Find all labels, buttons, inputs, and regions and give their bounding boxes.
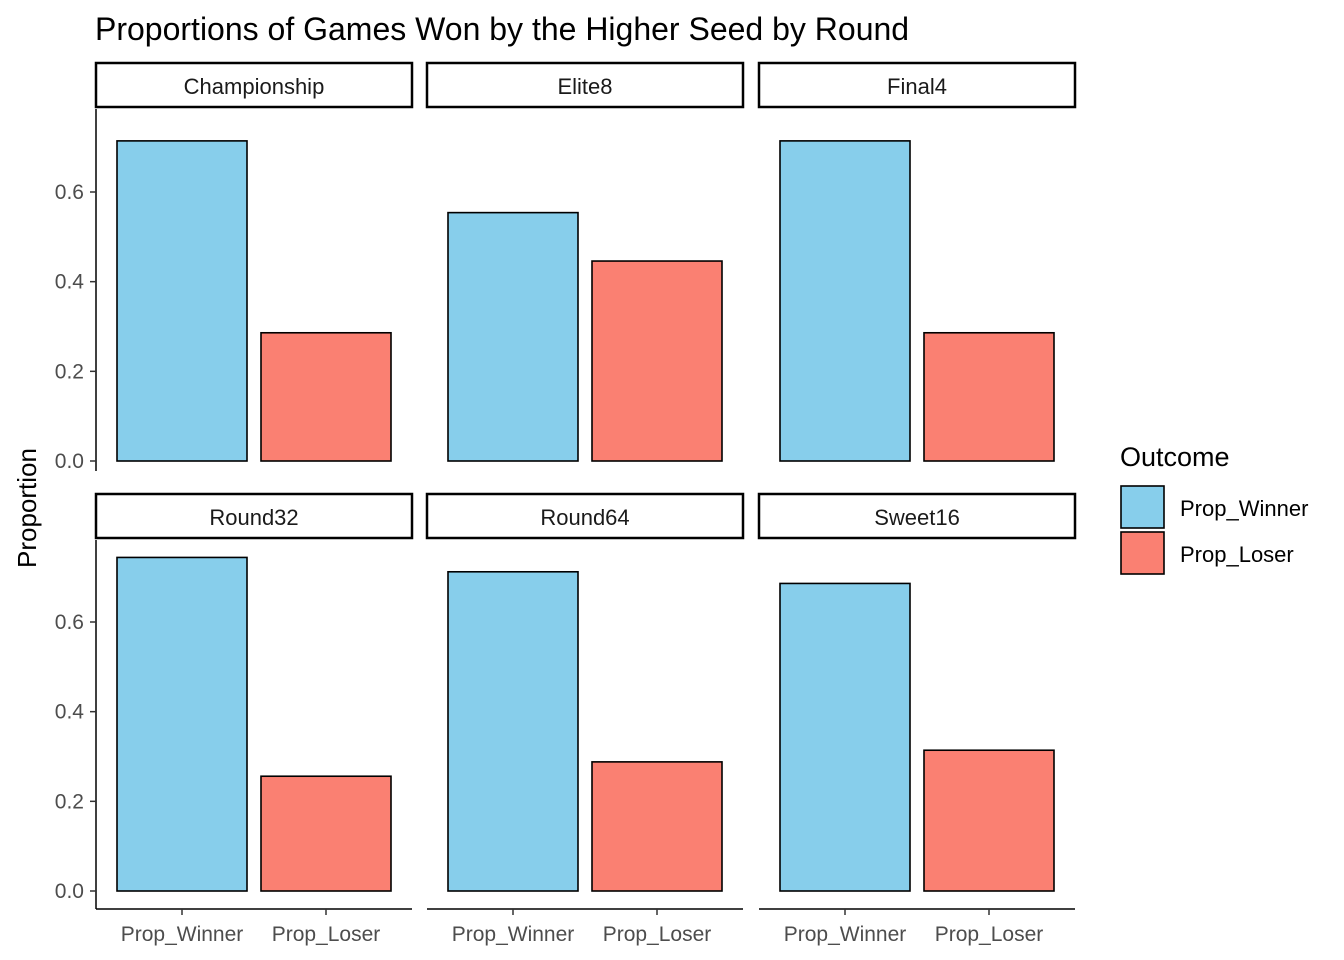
legend-label: Prop_Winner bbox=[1180, 496, 1308, 521]
y-tick-label: 0.2 bbox=[55, 790, 84, 813]
facet-strip bbox=[94, 61, 414, 109]
facet-panel-round32: Round32 0.0 0.2 0.4 0.6 Prop_Winner Prop_Loser bbox=[55, 492, 414, 946]
x-tick-label: Prop_Loser bbox=[603, 923, 712, 946]
y-tick-label: 0.0 bbox=[55, 450, 84, 473]
bar-prop-loser bbox=[923, 331, 1055, 462]
facet-strip-label: Championship bbox=[184, 74, 325, 99]
x-tick-label: Prop_Loser bbox=[272, 923, 381, 946]
facet-strip-label: Round32 bbox=[209, 505, 298, 530]
bar-prop-winner bbox=[116, 140, 248, 462]
bar-prop-winner bbox=[447, 570, 579, 892]
bar-prop-winner bbox=[447, 211, 579, 462]
facet-panel-final4: Final4 bbox=[757, 61, 1077, 462]
bar-prop-winner bbox=[779, 140, 911, 462]
facet-strip-label: Elite8 bbox=[557, 74, 612, 99]
facet-panel-championship: Championship 0.0 0.2 0.4 0.6 bbox=[55, 61, 414, 473]
y-tick-label: 0.4 bbox=[55, 701, 85, 724]
y-tick-label: 0.4 bbox=[55, 271, 85, 294]
x-tick-label: Prop_Loser bbox=[935, 923, 1044, 946]
facet-strip bbox=[425, 492, 745, 540]
y-tick-label: 0.0 bbox=[55, 880, 84, 903]
legend-key-prop-winner bbox=[1120, 485, 1165, 529]
facet-strip bbox=[425, 61, 745, 109]
y-axis-title: Proportion bbox=[12, 448, 42, 568]
facet-strip-label: Round64 bbox=[540, 505, 629, 530]
facet-strip bbox=[757, 492, 1077, 540]
legend: Outcome Prop_Winner Prop_Loser bbox=[1120, 442, 1308, 575]
facet-strip bbox=[757, 61, 1077, 109]
legend-key-prop-loser bbox=[1120, 531, 1165, 575]
x-tick-label: Prop_Winner bbox=[784, 923, 907, 946]
facet-strip bbox=[94, 492, 414, 540]
bar-prop-loser bbox=[260, 775, 392, 892]
bar-prop-loser bbox=[923, 749, 1055, 892]
bar-prop-loser bbox=[260, 331, 392, 462]
facet-panels: Championship 0.0 0.2 0.4 0.6 Elite8 Final4 Roun… bbox=[55, 61, 1077, 946]
legend-label: Prop_Loser bbox=[1180, 542, 1294, 567]
legend-title: Outcome bbox=[1120, 442, 1230, 472]
facet-panel-round64: Round64 Prop_Winner Prop_Loser bbox=[425, 492, 745, 946]
x-tick-label: Prop_Winner bbox=[452, 923, 575, 946]
facet-strip-label: Sweet16 bbox=[874, 505, 960, 530]
y-tick-label: 0.6 bbox=[55, 181, 84, 204]
bar-prop-loser bbox=[591, 260, 723, 462]
bar-prop-winner bbox=[116, 556, 248, 892]
facet-panel-elite8: Elite8 bbox=[425, 61, 745, 462]
facet-strip-label: Final4 bbox=[887, 74, 947, 99]
chart-title: Proportions of Games Won by the Higher S… bbox=[95, 11, 909, 47]
y-tick-label: 0.6 bbox=[55, 611, 84, 634]
bar-prop-loser bbox=[591, 761, 723, 892]
bar-prop-winner bbox=[779, 582, 911, 892]
facet-panel-sweet16: Sweet16 Prop_Winner Prop_Loser bbox=[757, 492, 1077, 946]
x-tick-label: Prop_Winner bbox=[121, 923, 244, 946]
y-tick-label: 0.2 bbox=[55, 360, 84, 383]
